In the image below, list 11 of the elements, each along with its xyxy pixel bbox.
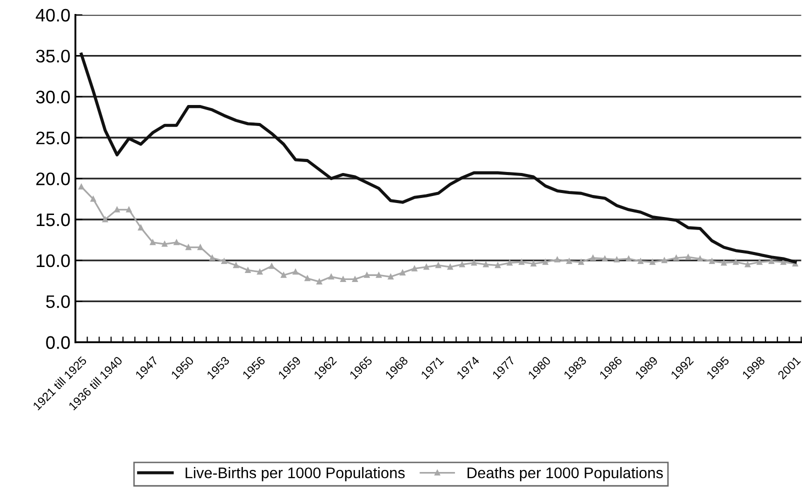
y-tick-label: 10.0: [36, 254, 70, 268]
y-tick-label: 0.0: [46, 336, 70, 349]
y-tick-label: 5.0: [46, 295, 70, 308]
y-tick-label: 20.0: [36, 172, 70, 186]
y-tick-label: 25.0: [36, 132, 70, 144]
y-tick-label: 40.0: [36, 8, 70, 22]
legend-label: Deaths per 1000 Populations: [468, 467, 663, 482]
y-tick-label: 35.0: [36, 50, 70, 63]
y-tick-label: 15.0: [36, 213, 70, 226]
legend-label: Live-Births per 1000 Populations: [186, 467, 405, 482]
y-tick-label: 30.0: [36, 90, 70, 104]
